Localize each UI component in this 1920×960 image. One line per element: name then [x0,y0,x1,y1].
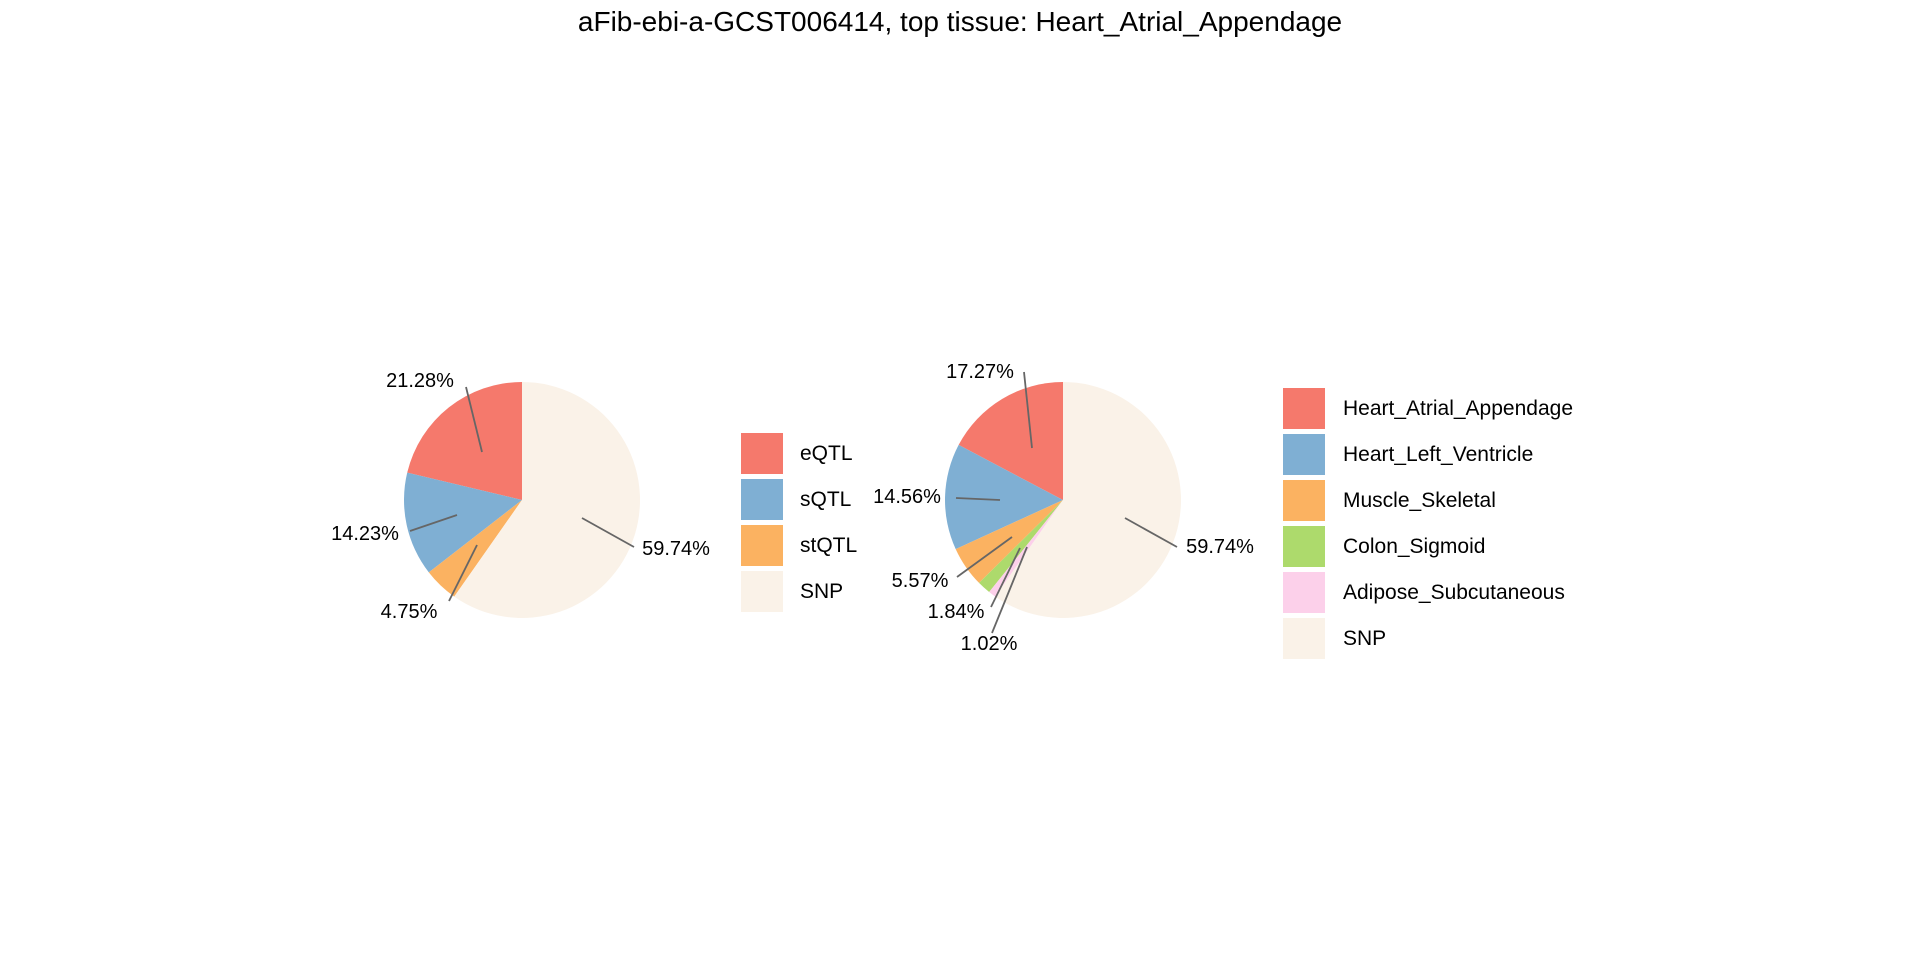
qtl-type-pie-slice-sQTL [404,472,522,573]
qtl-type-pie-legend-label-sQTL: sQTL [800,488,851,511]
top-tissue-pie-legend-label-SNP: SNP [1343,627,1386,650]
top-tissue-pie-label-Colon_Sigmoid: 1.84% [928,601,985,623]
qtl-type-pie-slice-SNP [454,382,641,618]
top-tissue-pie-legend-label-Muscle_Skeletal: Muscle_Skeletal [1343,489,1496,512]
top-tissue-pie-leader-line-Heart_Atrial_Appendage [1023,371,1033,449]
qtl-type-pie-leader-line-eQTL [465,386,483,453]
top-tissue-pie-legend-swatch-Muscle_Skeletal [1283,480,1325,521]
qtl-type-pie-legend-label-stQTL: stQTL [800,534,857,557]
top-tissue-pie-legend-swatch-Adipose_Subcutaneous [1283,572,1325,613]
top-tissue-pie-leader-line-Colon_Sigmoid [990,547,1021,608]
top-tissue-pie-legend-swatch-Colon_Sigmoid [1283,526,1325,567]
top-tissue-pie-legend-label-Heart_Atrial_Appendage: Heart_Atrial_Appendage [1343,397,1573,420]
qtl-type-pie-legend-swatch-sQTL [741,479,783,520]
qtl-type-pie-legend-swatch-stQTL [741,525,783,566]
qtl-type-pie-label-sQTL: 14.23% [331,523,399,545]
qtl-type-pie-legend-label-SNP: SNP [800,580,843,603]
top-tissue-pie-label-Heart_Left_Ventricle: 14.56% [873,486,941,508]
top-tissue-pie-label-SNP: 59.74% [1186,536,1254,558]
top-tissue-pie-leader-line-Adipose_Subcutaneous [991,546,1028,634]
qtl-type-pie-slice-eQTL [407,382,522,500]
top-tissue-pie-slice-Colon_Sigmoid [979,500,1063,593]
top-tissue-pie: 17.27% 14.56% 5.57% 1.84% 1.02% 59.74% Heart_A… [873,361,1573,659]
qtl-type-pie-legend-swatch-SNP [741,571,783,612]
top-tissue-pie-leader-line-Muscle_Skeletal [956,536,1013,578]
top-tissue-pie-leader-line-Heart_Left_Ventricle [955,497,1001,501]
qtl-type-pie-label-eQTL: 21.28% [386,370,454,392]
top-tissue-pie-leader-line-SNP [1124,517,1178,548]
qtl-type-pie-leader-line-sQTL [409,514,458,532]
qtl-type-pie-legend-swatch-eQTL [741,433,783,474]
top-tissue-pie-label-Heart_Atrial_Appendage: 17.27% [946,361,1014,383]
top-tissue-pie-legend-swatch-Heart_Left_Ventricle [1283,434,1325,475]
qtl-type-pie-leader-line-stQTL [448,544,478,602]
top-tissue-pie-legend-swatch-Heart_Atrial_Appendage [1283,388,1325,429]
figure-title: aFib-ebi-a-GCST006414, top tissue: Heart… [577,6,1343,37]
qtl-type-pie-label-stQTL: 4.75% [381,601,438,623]
qtl-type-pie: 21.28% 14.23% 4.75% 59.74% eQTL sQTL stQTL SNP [331,370,857,623]
top-tissue-pie-label-Muscle_Skeletal: 5.57% [892,570,949,592]
qtl-type-pie-legend-label-eQTL: eQTL [800,442,853,465]
top-tissue-pie-legend-label-Adipose_Subcutaneous: Adipose_Subcutaneous [1343,581,1565,604]
top-tissue-pie-slice-Muscle_Skeletal [955,500,1063,583]
top-tissue-pie-label-Adipose_Subcutaneous: 1.02% [961,633,1018,655]
top-tissue-pie-slice-SNP [995,381,1182,618]
top-tissue-pie-legend-label-Heart_Left_Ventricle: Heart_Left_Ventricle [1343,443,1533,466]
qtl-type-pie-label-SNP: 59.74% [642,538,710,560]
top-tissue-pie-legend-label-Colon_Sigmoid: Colon_Sigmoid [1343,535,1485,558]
top-tissue-pie-slice-Heart_Atrial_Appendage [958,382,1063,500]
top-tissue-pie-slice-Heart_Left_Ventricle [945,444,1063,550]
qtl-type-pie-leader-line-SNP [581,517,635,548]
top-tissue-pie-legend-swatch-SNP [1283,618,1325,659]
